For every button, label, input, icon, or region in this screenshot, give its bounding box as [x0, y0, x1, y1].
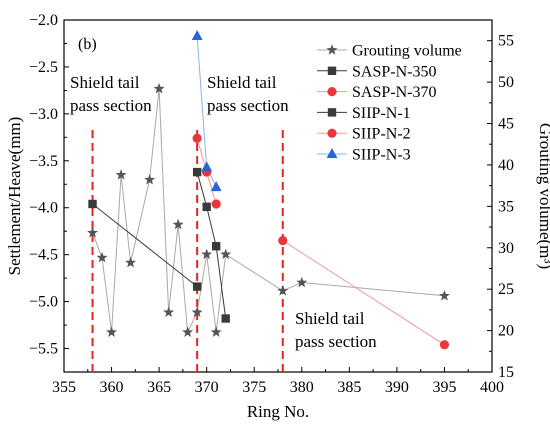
series-3-point-2: [439, 340, 450, 350]
legend-marker-4: [327, 108, 337, 117]
x-tick-label-6: 380: [290, 379, 314, 396]
series-1-point-6: [144, 174, 156, 185]
x-axis-ticks: 355 360 365 370 375 380 385 390 395 400: [52, 367, 504, 396]
series-6-point-2: [201, 161, 213, 172]
panel-label: (b): [78, 36, 97, 53]
annotation-1-line-1: Shield tail: [70, 73, 140, 92]
series-1-point-2: [96, 251, 108, 263]
x-tick-label-3: 365: [147, 379, 171, 396]
annotation-2-line-2: pass section: [207, 96, 289, 115]
series-4-point-1: [192, 167, 202, 177]
series-1-point-16: [296, 276, 308, 288]
legend-label-6: SIIP-N-3: [352, 147, 411, 164]
series-1-point-7: [153, 82, 165, 94]
series-5-point-3: [211, 199, 221, 209]
series-1-point-14: [220, 248, 232, 260]
x-tick-label-9: 395: [432, 379, 456, 396]
y-right-axis-title: Grouting volume(m³): [536, 123, 550, 269]
series-2-point-1: [88, 199, 97, 209]
series-1-point-4: [115, 169, 127, 180]
annotation-pass-section-3: Shield tail pass section: [295, 309, 377, 351]
y-right-tick-label-6: 40: [498, 157, 514, 174]
y-left-tick-label-3: −3.0: [29, 106, 58, 123]
series-line-3: [282, 240, 445, 346]
y-left-tick-label-5: −4.0: [29, 200, 58, 217]
y-right-tick-label-3: 25: [498, 281, 514, 298]
y-right-tick-label-5: 35: [498, 198, 514, 215]
annotation-2-line-1: Shield tail: [207, 73, 277, 92]
y-left-tick-label-6: −4.5: [29, 247, 58, 264]
x-tick-label-4: 370: [195, 379, 219, 396]
y-left-tick-label-2: −2.5: [29, 59, 58, 76]
series-2-point-2: [192, 282, 202, 291]
legend-marker-2: [327, 66, 337, 75]
series-1-point-5: [125, 256, 137, 268]
series-1-point-9: [172, 218, 184, 230]
series-1-point-8: [163, 306, 175, 318]
series-1-point-12: [201, 248, 213, 260]
annotation-pass-section-1: Shield tail pass section: [70, 73, 152, 115]
series-markers: [87, 29, 450, 350]
legend-label-5: SIIP-N-2: [352, 126, 411, 143]
x-tick-label-5: 375: [242, 379, 266, 396]
annotation-1-line-2: pass section: [70, 96, 152, 115]
y-left-tick-label-1: −2.0: [29, 12, 58, 29]
legend-marker-5: [327, 128, 337, 138]
y-right-tick-label-8: 50: [498, 74, 514, 91]
series-6-point-1: [191, 29, 203, 40]
legend: Grouting volume SASP-N-350 SASP-N-370 SIIP-…: [317, 43, 462, 164]
x-tick-label-8: 390: [385, 379, 409, 396]
y-left-tick-label-8: −5.5: [29, 341, 58, 358]
y-right-tick-label-1: 15: [498, 364, 514, 381]
y-right-axis-ticks: 15 20 25 30 35 40 45 50 55: [487, 19, 514, 381]
series-1-point-10: [182, 326, 194, 337]
y-right-tick-label-7: 45: [498, 116, 514, 133]
annotation-3-line-1: Shield tail: [295, 309, 365, 328]
legend-label-4: SIIP-N-1: [352, 105, 411, 122]
legend-label-1: Grouting volume: [352, 43, 462, 60]
series-1-point-11: [191, 306, 203, 318]
y-left-tick-label-4: −3.5: [29, 153, 58, 170]
x-axis-title: Ring No.: [247, 402, 309, 421]
y-right-tick-label-2: 20: [498, 323, 514, 340]
y-right-tick-label-4: 30: [498, 240, 514, 257]
y-left-axis-ticks: −2.0 −2.5 −3.0 −3.5 −4.0 −4.5 −5.0 −5.5: [29, 12, 69, 373]
legend-marker-3: [327, 87, 337, 97]
series-line-4: [196, 171, 227, 319]
legend-label-3: SASP-N-370: [352, 84, 436, 101]
series-5-point-1: [192, 133, 202, 143]
series-3-point-1: [278, 235, 288, 246]
series-6-point-3: [210, 181, 222, 192]
x-tick-label-7: 385: [337, 379, 361, 396]
series-line-2: [92, 203, 198, 287]
x-tick-label-1: 355: [52, 379, 76, 396]
series-1-point-15: [277, 285, 289, 296]
legend-label-2: SASP-N-350: [352, 63, 436, 80]
y-left-axis-title: Settlement/Heave(mm): [5, 117, 24, 276]
series-1-point-3: [106, 326, 118, 337]
series-4-point-2: [202, 202, 211, 211]
x-tick-label-10: 400: [480, 379, 504, 396]
legend-marker-6: [326, 148, 338, 158]
legend-marker-1: [326, 44, 338, 55]
x-tick-label-2: 360: [100, 379, 124, 396]
series-4-point-3: [211, 242, 221, 251]
series-1-point-1: [87, 227, 99, 238]
series-1-point-17: [438, 290, 450, 301]
annotation-3-line-2: pass section: [295, 332, 377, 351]
pass-section-lines: [91, 130, 284, 372]
y-right-tick-label-9: 55: [498, 33, 514, 50]
series-4-point-4: [221, 314, 230, 323]
annotation-pass-section-2: Shield tail pass section: [207, 73, 289, 115]
series-1-point-13: [210, 326, 222, 337]
y-left-tick-label-7: −5.0: [29, 294, 58, 311]
